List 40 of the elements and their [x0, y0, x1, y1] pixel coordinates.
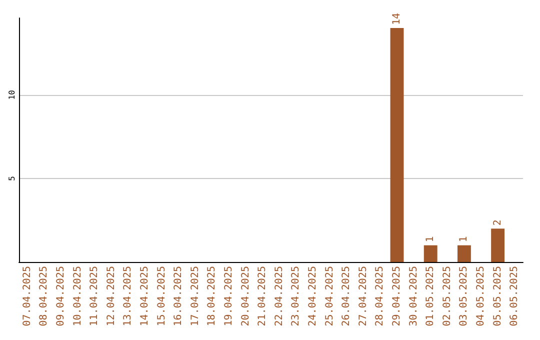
x-tick-label: 12.04.2025	[106, 266, 117, 326]
x-tick-label: 25.04.2025	[324, 266, 336, 326]
x-tick-label: 14.04.2025	[140, 266, 150, 326]
x-tick-label: 05.05.2025	[492, 266, 504, 326]
bar	[491, 228, 505, 262]
x-tick-label: 06.05.2025	[509, 266, 520, 326]
x-tick-label: 03.05.2025	[458, 266, 470, 326]
bar	[457, 245, 471, 262]
x-tick-label: 24.04.2025	[308, 266, 318, 326]
bar	[390, 28, 404, 262]
x-tick-label: 29.04.2025	[392, 266, 402, 326]
x-tick-label: 27.04.2025	[358, 266, 369, 326]
bar	[424, 245, 438, 262]
x-tick-label: 01.05.2025	[425, 266, 436, 326]
x-tick-label: 30.04.2025	[408, 266, 420, 326]
x-tick-label: 10.04.2025	[72, 266, 84, 326]
x-tick-label: 04.05.2025	[476, 266, 486, 326]
x-tick-label: 22.04.2025	[274, 266, 285, 326]
x-tick-label: 08.04.2025	[38, 266, 50, 326]
x-tick-label: 20.04.2025	[240, 266, 252, 326]
x-tick-label: 16.04.2025	[173, 266, 184, 326]
data-label: 14	[392, 12, 402, 26]
data-label: 1	[458, 236, 470, 242]
data-label: 1	[425, 236, 436, 242]
x-tick-label: 11.04.2025	[89, 266, 100, 326]
x-tick-label: 21.04.2025	[257, 266, 268, 326]
x-tick-label: 23.04.2025	[290, 266, 302, 326]
x-tick-label: 07.04.2025	[22, 266, 33, 326]
x-tick-label: 09.04.2025	[56, 266, 66, 326]
y-tick-label: 5	[8, 176, 16, 181]
y-tick-label: 10	[8, 90, 16, 100]
x-tick-label: 19.04.2025	[224, 266, 234, 326]
x-tick-label: 02.05.2025	[442, 266, 453, 326]
x-tick-label: 28.04.2025	[374, 266, 386, 326]
x-tick-label: 17.04.2025	[190, 266, 201, 326]
x-tick-label: 18.04.2025	[206, 266, 218, 326]
x-tick-label: 13.04.2025	[122, 266, 134, 326]
x-tick-label: 15.04.2025	[156, 266, 168, 326]
data-label: 2	[492, 220, 504, 226]
x-tick-label: 26.04.2025	[341, 266, 352, 326]
